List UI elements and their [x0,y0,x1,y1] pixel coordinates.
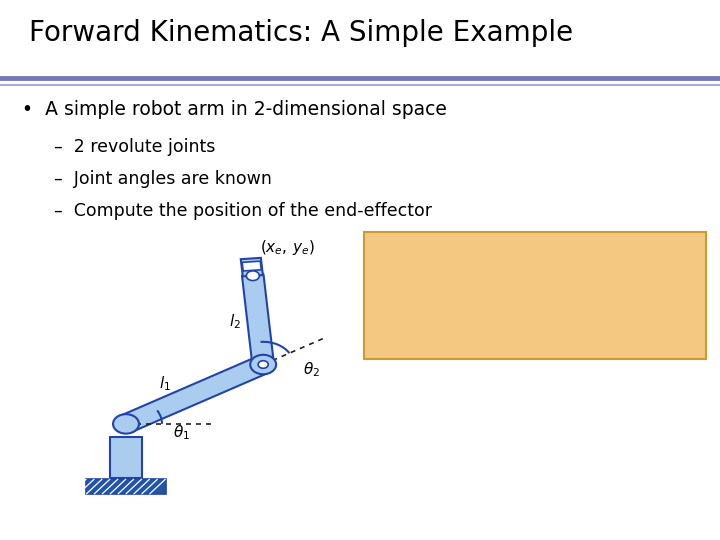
Text: $y_e = l_1\sin\theta_1 + l_2\sin(\theta_1+\theta_2)$: $y_e = l_1\sin\theta_1 + l_2\sin(\theta_… [380,294,576,313]
Circle shape [251,355,276,374]
Text: •  A simple robot arm in 2-dimensional space: • A simple robot arm in 2-dimensional sp… [22,100,446,119]
FancyBboxPatch shape [364,232,706,359]
Text: $(x_e,\, y_e)$: $(x_e,\, y_e)$ [260,238,315,257]
Text: $l_1$: $l_1$ [159,375,171,393]
Circle shape [246,271,259,281]
Bar [86,479,166,494]
Polygon shape [242,261,261,271]
FancyBboxPatch shape [118,356,271,432]
Text: –  2 revolute joints: – 2 revolute joints [54,138,215,156]
Bar [110,437,142,478]
Text: $l_2$: $l_2$ [229,312,241,330]
Circle shape [113,414,139,434]
Text: $x_e = l_1\cos\theta_1 + l_2\cos(\theta_1+\theta_2)$: $x_e = l_1\cos\theta_1 + l_2\cos(\theta_… [380,251,583,269]
Text: Forward Kinematics: A Simple Example: Forward Kinematics: A Simple Example [29,19,573,47]
Text: –  Joint angles are known: – Joint angles are known [54,170,272,188]
Text: –  Compute the position of the end-effector: – Compute the position of the end-effect… [54,202,432,220]
Text: $\theta_1$: $\theta_1$ [173,423,190,442]
Circle shape [258,361,269,368]
Polygon shape [240,258,263,276]
Text: $\theta_2$: $\theta_2$ [303,361,320,379]
FancyBboxPatch shape [242,273,274,367]
